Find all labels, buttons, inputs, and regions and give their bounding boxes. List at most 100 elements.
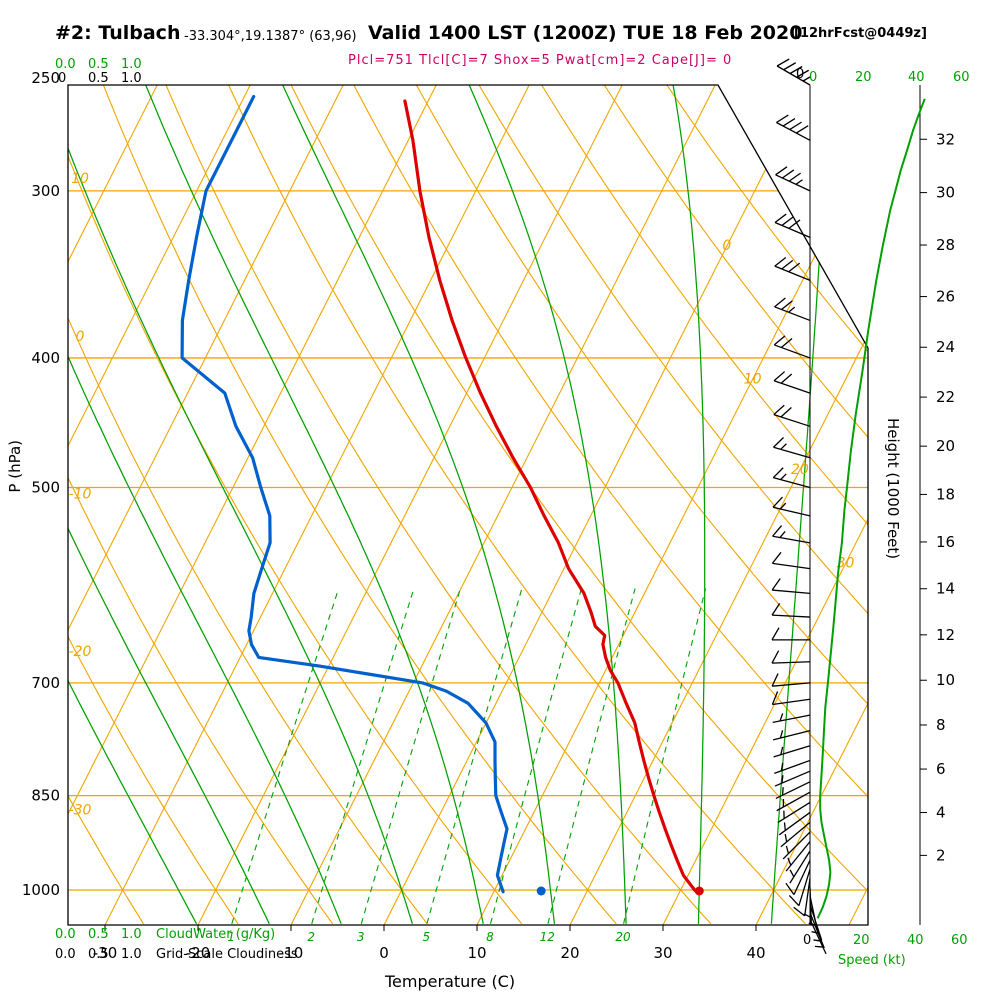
cloudwater-label: CloudWater (g/Kg) [156,927,276,942]
top-cloudiness-tick-0: 0 [58,71,67,86]
isotherm-line [197,85,623,925]
height-tick-label: 26 [936,288,955,306]
mixing-ratio-line [489,588,582,924]
wind-barb [782,831,811,860]
wind-barb [773,404,811,427]
height-tick-label: 14 [936,580,955,598]
height-tick-label: 10 [936,671,955,689]
wind-barb [777,801,811,824]
moist-adiabat-line [68,85,198,925]
temperature-tick-label: 10 [467,944,486,962]
mixing-ratio-label: 8 [486,930,494,944]
wind-barb [773,745,811,758]
bottom-cloudwater-tick-0: 0.0 [55,927,76,942]
temperature-axis-label: Temperature (C) [385,972,516,991]
wind-barb [776,791,811,812]
dry-adiabat-line [854,85,868,925]
dry-adiabat-line [478,85,868,925]
cloudiness-label: Grid-Scale Cloudiness [156,947,298,962]
isotherm-label: 30 [837,556,855,572]
pressure-tick-label: 700 [31,674,60,692]
wind-barb [772,730,811,741]
speed-bottom-tick-20: 20 [853,933,870,948]
wind-barb [788,869,811,907]
dry-adiabat-line [729,85,868,925]
mixing-ratio-line [623,588,707,924]
dry-adiabat-line [353,85,868,925]
top-cloudwater-tick-2: 1.0 [121,57,142,72]
height-tick-label: 6 [936,760,946,778]
pressure-tick-label: 1000 [22,881,60,899]
wind-barb [793,878,811,917]
moist-adiabat-line [770,85,830,924]
dry-adiabat-line [666,85,868,925]
top-cloudwater-tick-1: 0.5 [88,57,109,72]
isotherm-line [68,85,158,925]
wind-barb [772,525,811,544]
isotherm-line [569,85,868,925]
bottom-cloudwater-tick-2: 1.0 [121,927,142,942]
temperature-tick-label: 0 [379,944,389,962]
temperature-tick-label: 20 [560,944,579,962]
height-tick-label: 22 [936,388,955,406]
wind-barb [774,297,811,322]
background-grid [68,85,868,925]
dry-adiabat-line [68,85,144,925]
mixing-ratio-label: 5 [423,930,431,944]
speed-curve [816,98,926,919]
wind-barb [771,673,811,687]
plot-border [67,84,869,926]
mixing-ratio-line [547,588,636,924]
speed-axis-zero-bottom: 0 [803,933,812,948]
mixing-ratio-line [311,588,415,924]
wind-barb [809,919,827,955]
pressure-tick-label: 850 [31,787,60,805]
temperature-tick-label: 40 [746,944,765,962]
height-tick-label: 24 [936,338,955,356]
height-tick-label: 30 [936,184,955,202]
pressure-axis-label: P (hPa) [6,440,24,493]
dry-adiabat-line [102,85,617,925]
speed-bottom-tick-40: 40 [907,933,924,948]
bottom-cloudiness-tick-1: 0.5 [88,947,109,962]
dry-adiabat-line [68,85,428,925]
wind-barb [785,859,811,896]
temperature-tick-label: 30 [653,944,672,962]
wind-barb [772,467,811,489]
pressure-tick-label: 300 [31,182,60,200]
temperature-surface-marker [694,886,704,896]
moist-adiabat-line [672,85,706,924]
sounding-params-line: Plcl=751 Tlcl[C]=7 Shox=5 Pwat[cm]=2 Cap… [348,53,733,68]
moist-adiabat-line [68,85,342,925]
isotherm-line [290,85,716,925]
valid-time-title: Valid 1400 LST (1200Z) TUE 18 Feb 2020 [368,22,803,44]
wind-barb [774,759,811,775]
isotherm-label: 10 [744,371,762,387]
speed-top-tick-20: 20 [855,70,872,85]
dry-adiabat-label: 0 [76,329,85,345]
wind-barb [771,691,811,706]
moist-adiabat-line [468,85,627,924]
wind-barb [780,821,811,848]
mixing-ratio-label: 1 [227,930,235,944]
isotherm-line [755,85,868,925]
dewpoint-curve [180,94,509,894]
dry-adiabat-label: -30 [69,802,92,818]
pressure-tick-label: 500 [31,479,60,497]
wind-barb [772,496,811,517]
top-cloudwater-tick-0: 0.0 [55,57,76,72]
pressure-tick-label: 250 [31,69,60,87]
mixing-ratio-label: 12 [540,930,555,944]
wind-barb [771,627,810,641]
temperature-curve [403,99,700,895]
bottom-cloudwater-tick-1: 0.5 [88,927,109,942]
isotherm-line [848,85,868,925]
wind-barb [775,166,811,192]
pressure-tick-label: 400 [31,349,60,367]
dry-adiabat-label: -10 [69,486,92,502]
temperature-tick-labels: -30 -20 -10 0 10 20 30 40 [93,925,766,962]
isotherm-line [68,85,437,925]
moist-adiabat-line [282,85,556,924]
